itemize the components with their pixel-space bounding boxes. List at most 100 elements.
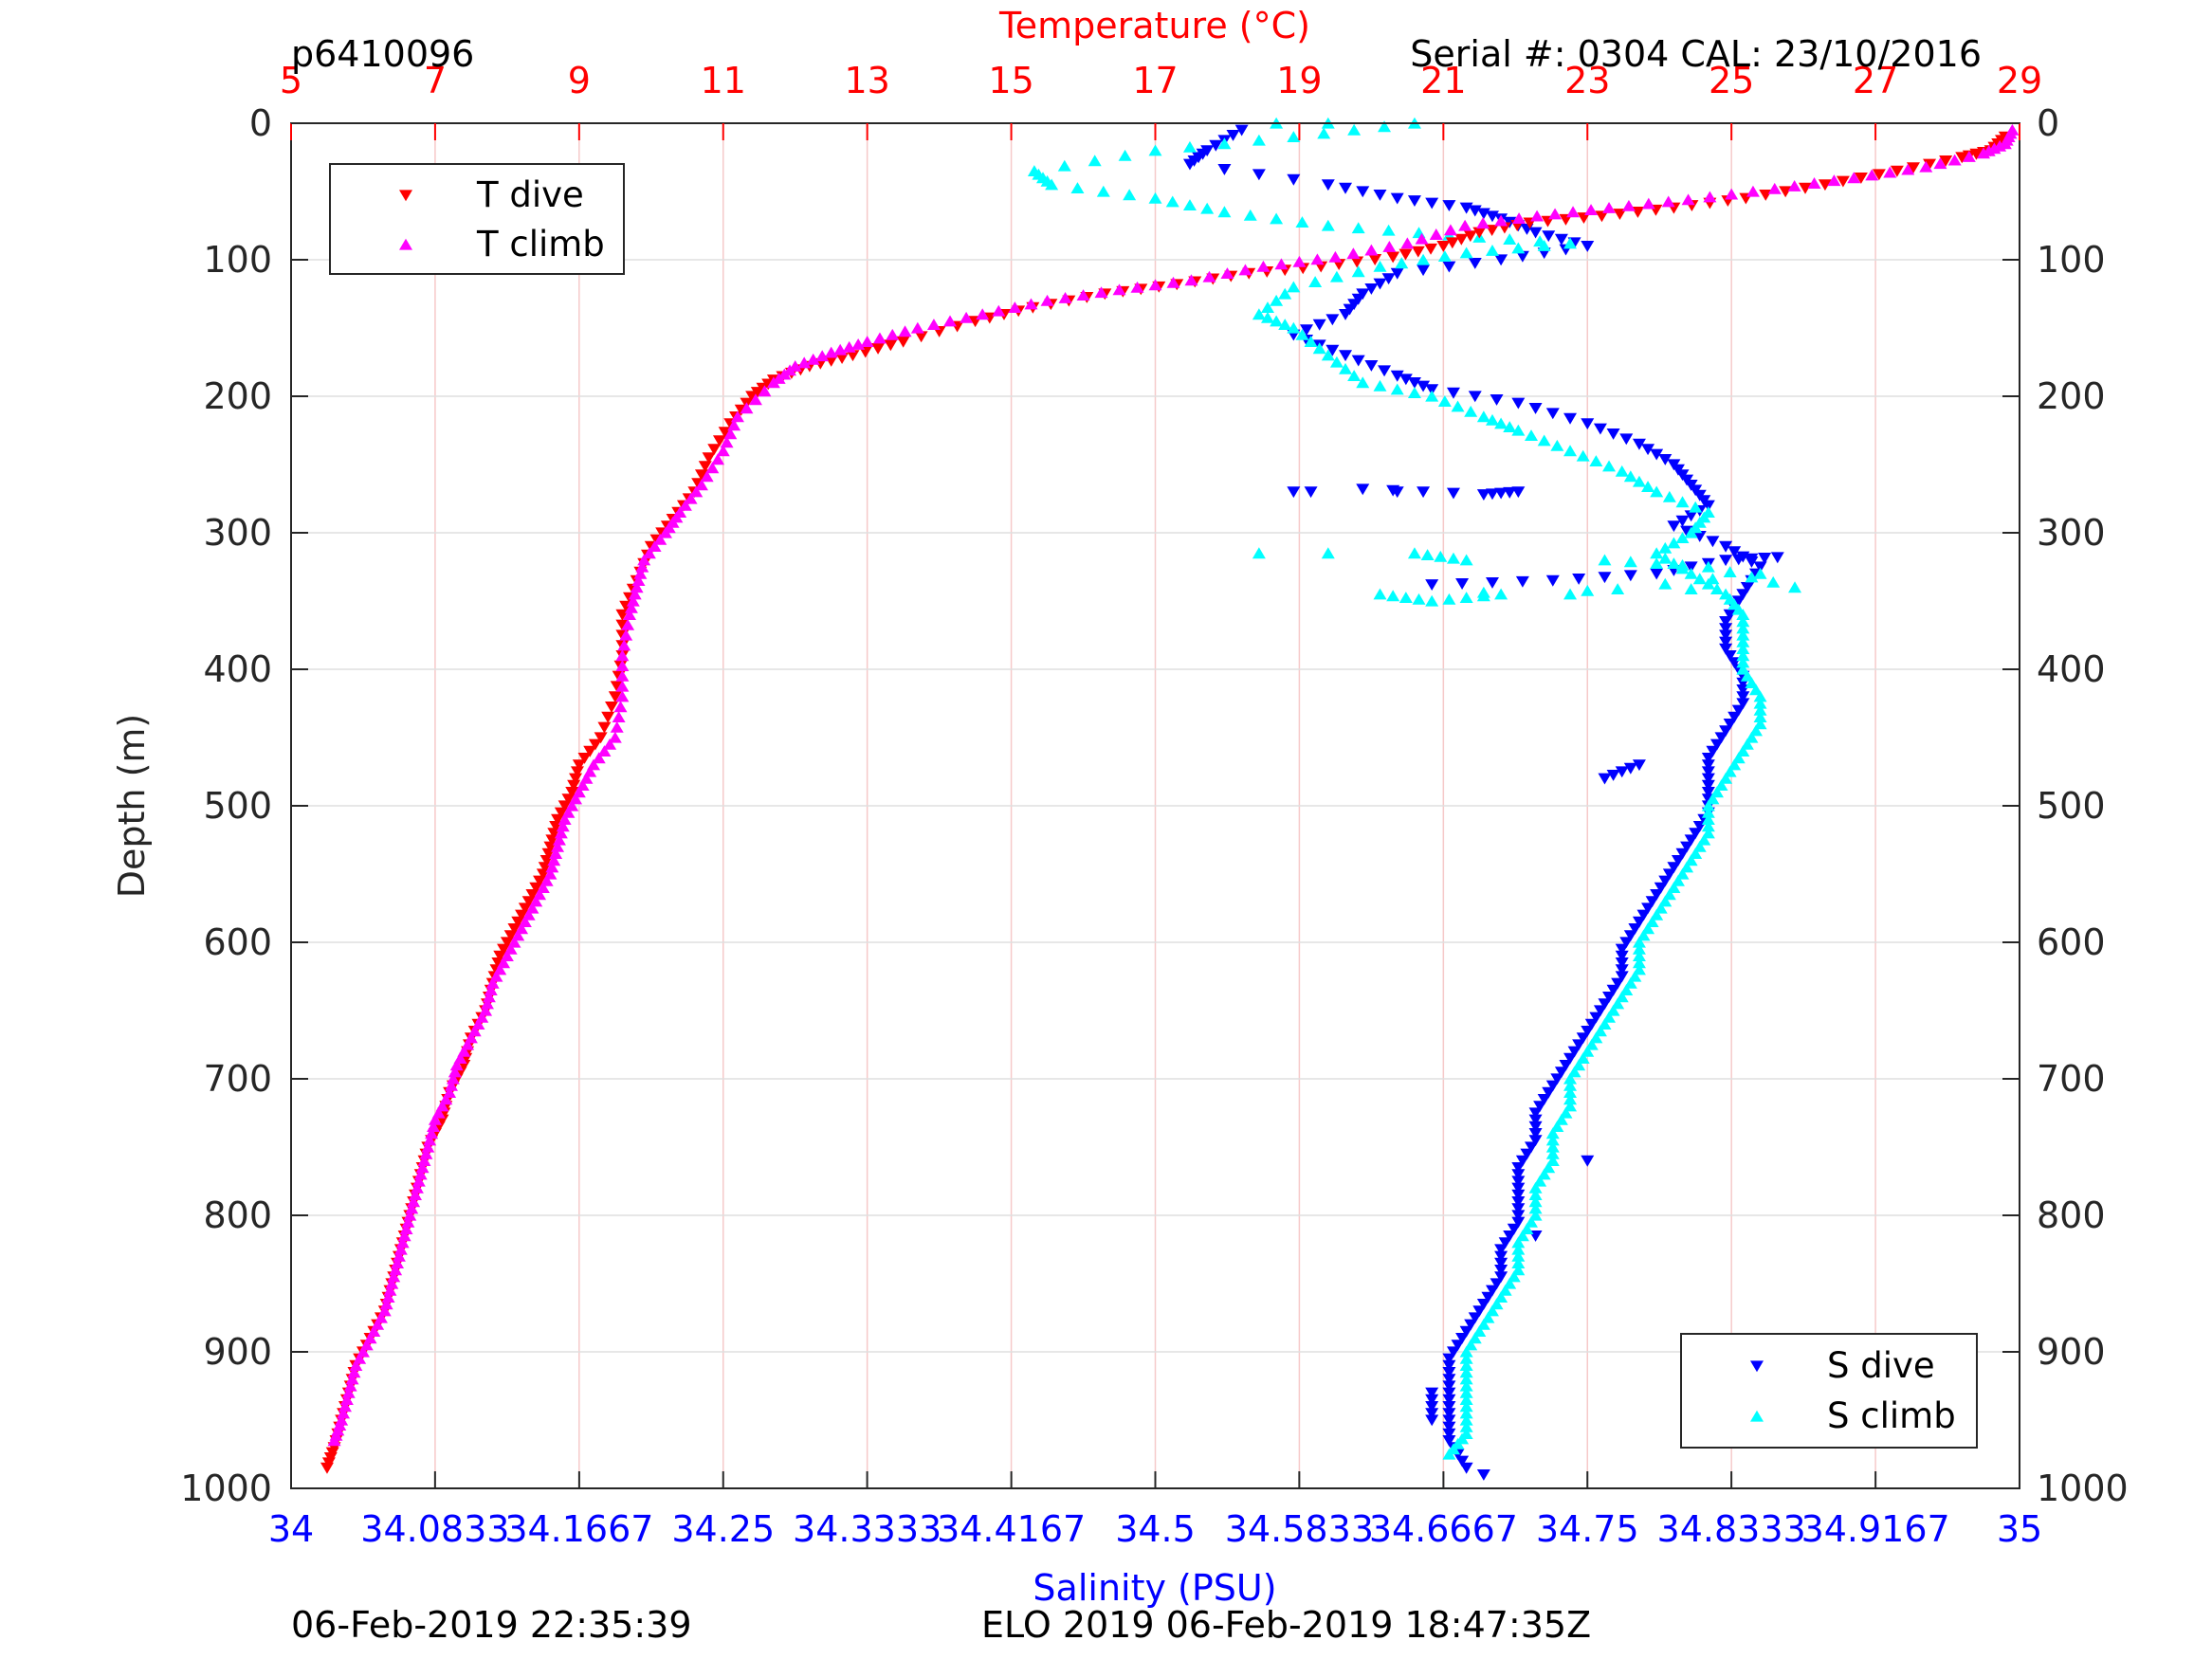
data-point: [1709, 583, 1724, 594]
data-point: [1464, 1339, 1478, 1351]
data-point: [1278, 287, 1292, 300]
temp-tick-label: 13: [844, 60, 889, 101]
data-point: [1675, 532, 1690, 543]
data-point: [1901, 163, 1915, 175]
temp-tick-label: 29: [1997, 60, 2042, 101]
data-point: [395, 1236, 410, 1249]
data-point: [1977, 147, 1991, 159]
data-point: [621, 618, 635, 630]
data-point: [1442, 1435, 1456, 1447]
data-point: [914, 331, 928, 343]
salinity-tick-label: 34.0833: [360, 1508, 509, 1550]
data-point: [1598, 554, 1612, 566]
data-point: [1533, 1175, 1547, 1187]
data-point: [1641, 197, 1655, 210]
data-point: [1442, 1414, 1456, 1427]
data-point: [1437, 395, 1452, 407]
data-point: [1515, 250, 1529, 263]
legend-temperature: T dive T climb: [329, 163, 625, 275]
data-point: [1511, 1203, 1526, 1215]
data-point: [1753, 561, 1767, 574]
data-point: [1598, 1018, 1612, 1030]
data-point: [1559, 1060, 1573, 1071]
data-point: [533, 875, 547, 887]
data-point: [1753, 697, 1767, 709]
data-point: [1417, 380, 1431, 392]
data-point: [730, 410, 744, 423]
data-point: [1658, 541, 1673, 554]
data-point: [1182, 158, 1197, 171]
data-point: [1481, 1311, 1495, 1323]
data-point: [1446, 552, 1460, 564]
salinity-tick-label: 34: [268, 1508, 314, 1550]
data-point: [1654, 882, 1668, 894]
data-point: [1545, 1080, 1560, 1092]
data-point: [1494, 1250, 1508, 1263]
data-point: [637, 554, 651, 566]
data-point: [1321, 547, 1335, 559]
data-point: [1339, 362, 1353, 374]
data-point: [1947, 154, 1962, 166]
data-point: [1515, 1230, 1529, 1242]
data-point: [1554, 1113, 1568, 1125]
data-point: [1464, 405, 1478, 417]
data-point: [1701, 773, 1715, 785]
data-point: [1684, 854, 1698, 866]
data-point: [1351, 222, 1365, 234]
legend-t-climb-label: T climb: [476, 224, 605, 264]
data-point: [1270, 212, 1284, 225]
data-point: [1424, 243, 1438, 255]
data-point: [1641, 922, 1655, 935]
data-point: [1076, 289, 1090, 301]
data-point: [556, 820, 570, 832]
data-point: [1563, 445, 1578, 457]
data-point: [1701, 779, 1715, 792]
data-point: [1057, 159, 1071, 172]
data-point: [1490, 394, 1504, 406]
data-point: [1347, 123, 1362, 136]
data-point: [1632, 916, 1646, 928]
data-point: [1736, 745, 1750, 757]
data-point: [1623, 570, 1637, 582]
series-s-climb: [1027, 117, 1802, 1460]
data-point: [503, 930, 518, 942]
data-point: [411, 1175, 426, 1187]
data-point: [1390, 370, 1404, 382]
data-point: [493, 950, 507, 962]
data-point: [1200, 202, 1215, 214]
data-point: [1511, 1264, 1526, 1276]
data-point: [1701, 759, 1715, 772]
data-point: [1542, 230, 1556, 243]
data-point: [1494, 214, 1508, 227]
data-point: [1165, 195, 1179, 208]
data-point: [1723, 765, 1737, 777]
data-point: [1321, 179, 1335, 191]
data-point: [1572, 574, 1586, 585]
data-point: [1442, 1428, 1456, 1440]
data-point: [1736, 691, 1750, 703]
data-point: [1621, 199, 1636, 211]
data-point: [1611, 583, 1625, 594]
data-point: [1725, 188, 1739, 200]
depth-tick-label-left: 300: [203, 512, 272, 554]
data-point: [1123, 189, 1137, 201]
data-point: [1706, 745, 1720, 757]
data-point: [1468, 1332, 1482, 1344]
data-point: [1836, 175, 1850, 188]
data-point: [1606, 1004, 1620, 1016]
data-point: [1736, 649, 1750, 662]
data-point: [1459, 1420, 1473, 1432]
temp-tick-label: 25: [1709, 60, 1754, 101]
data-point: [1398, 248, 1413, 261]
data-point: [1589, 455, 1603, 466]
data-point: [1425, 1401, 1439, 1413]
data-point: [1550, 1073, 1564, 1085]
data-point: [552, 833, 566, 846]
data-point: [413, 1168, 428, 1180]
data-point: [1442, 1380, 1456, 1393]
depth-tick-label-right: 800: [2037, 1194, 2106, 1236]
data-point: [1351, 355, 1365, 367]
data-point: [558, 800, 572, 812]
data-point: [1096, 185, 1110, 197]
